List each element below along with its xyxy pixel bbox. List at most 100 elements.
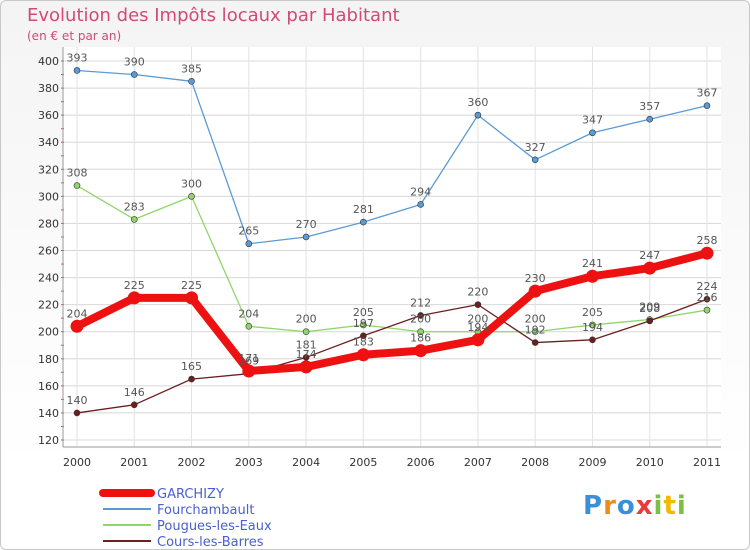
y-tick-label: 300 (38, 190, 59, 203)
data-point-cours-les-barres (417, 312, 424, 319)
data-point-garchizy (70, 319, 84, 333)
data-point-fourchambault (302, 233, 310, 241)
data-point-pougues-les-eaux (360, 321, 367, 329)
legend-label-garchizy: GARCHIZY (157, 487, 224, 502)
x-tick-label: 2003 (235, 456, 263, 469)
data-point-cours-les-barres (703, 295, 711, 303)
data-label-cours-les-barres: 169 (238, 355, 259, 368)
data-label-pougues-les-eaux: 200 (296, 313, 317, 326)
data-point-fourchambault (360, 218, 367, 226)
data-point-garchizy (471, 333, 485, 347)
logo-letter: o (616, 491, 636, 521)
data-point-cours-les-barres (188, 375, 195, 383)
y-tick-label: 260 (38, 245, 59, 258)
data-point-garchizy (585, 269, 599, 283)
y-tick-label: 180 (38, 353, 59, 366)
data-point-cours-les-barres (130, 401, 138, 409)
data-label-cours-les-barres: 197 (353, 317, 374, 330)
data-label-cours-les-barres: 220 (467, 286, 488, 299)
y-tick-label: 360 (38, 109, 59, 122)
data-point-pougues-les-eaux (73, 182, 81, 189)
data-point-garchizy (356, 348, 370, 362)
data-point-fourchambault (73, 67, 81, 74)
data-label-pougues-les-eaux: 308 (67, 167, 88, 180)
data-point-garchizy (127, 291, 141, 305)
data-label-cours-les-barres: 165 (181, 360, 202, 373)
data-point-fourchambault (589, 129, 596, 137)
data-point-fourchambault (130, 71, 138, 78)
data-label-pougues-les-eaux: 205 (353, 306, 374, 319)
data-label-fourchambault: 390 (124, 56, 145, 69)
logo-letter: P (583, 491, 604, 521)
data-label-fourchambault: 393 (67, 51, 88, 64)
data-point-cours-les-barres (646, 317, 654, 325)
data-label-pougues-les-eaux: 200 (467, 313, 488, 326)
y-tick-label: 200 (38, 326, 59, 339)
data-point-fourchambault (531, 156, 539, 164)
data-point-pougues-les-eaux (245, 322, 253, 330)
x-tick-label: 2002 (178, 456, 206, 469)
data-label-pougues-les-eaux: 300 (181, 177, 202, 190)
data-label-garchizy: 241 (582, 257, 603, 270)
data-label-cours-les-barres: 140 (67, 394, 88, 407)
data-label-garchizy: 247 (639, 249, 660, 262)
data-point-cours-les-barres (360, 332, 367, 340)
data-label-cours-les-barres: 208 (639, 302, 660, 315)
data-point-pougues-les-eaux (703, 306, 711, 314)
data-label-garchizy: 171 (238, 352, 259, 365)
series-line-garchizy (73, 249, 711, 375)
chart-title: Evolution des Impôts locaux par Habitant (27, 5, 400, 26)
data-point-pougues-les-eaux (417, 328, 424, 336)
x-tick-label: 2007 (464, 456, 492, 469)
x-tick-label: 2001 (120, 456, 148, 469)
data-label-pougues-les-eaux: 283 (124, 200, 145, 213)
data-label-garchizy: 183 (353, 336, 374, 349)
data-label-fourchambault: 385 (181, 62, 202, 75)
plot-area (63, 47, 721, 447)
y-tick-label: 240 (38, 272, 59, 285)
data-label-pougues-les-eaux: 200 (410, 313, 431, 326)
data-label-fourchambault: 265 (238, 225, 259, 238)
x-tick-label: 2004 (292, 456, 320, 469)
y-tick-label: 400 (38, 55, 59, 68)
series-line-cours-les-barres (76, 298, 708, 414)
data-point-pougues-les-eaux (130, 216, 138, 223)
y-tick-label: 280 (38, 217, 59, 230)
x-tick-label: 2000 (63, 456, 91, 469)
data-point-fourchambault (417, 201, 424, 208)
legend-label-cours-les-barres: Cours-les-Barres (157, 535, 264, 549)
data-point-cours-les-barres (531, 339, 539, 346)
data-label-cours-les-barres: 212 (410, 296, 431, 309)
y-tick-label: 140 (38, 407, 59, 420)
data-label-garchizy: 204 (67, 307, 88, 320)
data-label-garchizy: 194 (467, 321, 488, 334)
data-point-garchizy (528, 284, 542, 298)
data-label-fourchambault: 327 (525, 141, 546, 154)
data-point-pougues-les-eaux (589, 321, 596, 329)
data-label-garchizy: 230 (525, 272, 546, 285)
logo-letter: i (676, 491, 687, 521)
data-point-cours-les-barres (589, 336, 596, 344)
series-line-pougues-les-eaux (76, 184, 708, 333)
y-tick-label: 320 (38, 163, 59, 176)
data-point-garchizy (242, 364, 256, 378)
data-point-garchizy (700, 246, 714, 260)
data-label-pougues-les-eaux: 209 (639, 301, 660, 314)
x-tick-label: 2010 (636, 456, 664, 469)
data-point-fourchambault (188, 78, 195, 85)
data-label-cours-les-barres: 194 (582, 321, 603, 334)
data-point-pougues-les-eaux (531, 328, 539, 336)
data-label-fourchambault: 367 (697, 87, 718, 100)
data-point-garchizy (414, 344, 428, 358)
x-tick-label: 2005 (349, 456, 377, 469)
data-label-fourchambault: 294 (410, 185, 431, 198)
legend-label-pougues-les-eaux: Pougues-les-Eaux (157, 519, 272, 534)
y-tick-label: 160 (38, 380, 59, 393)
data-point-cours-les-barres (474, 301, 482, 308)
data-label-cours-les-barres: 146 (124, 386, 145, 399)
x-tick-label: 2011 (693, 456, 721, 469)
data-label-pougues-les-eaux: 200 (525, 313, 546, 326)
data-point-fourchambault (245, 240, 253, 248)
